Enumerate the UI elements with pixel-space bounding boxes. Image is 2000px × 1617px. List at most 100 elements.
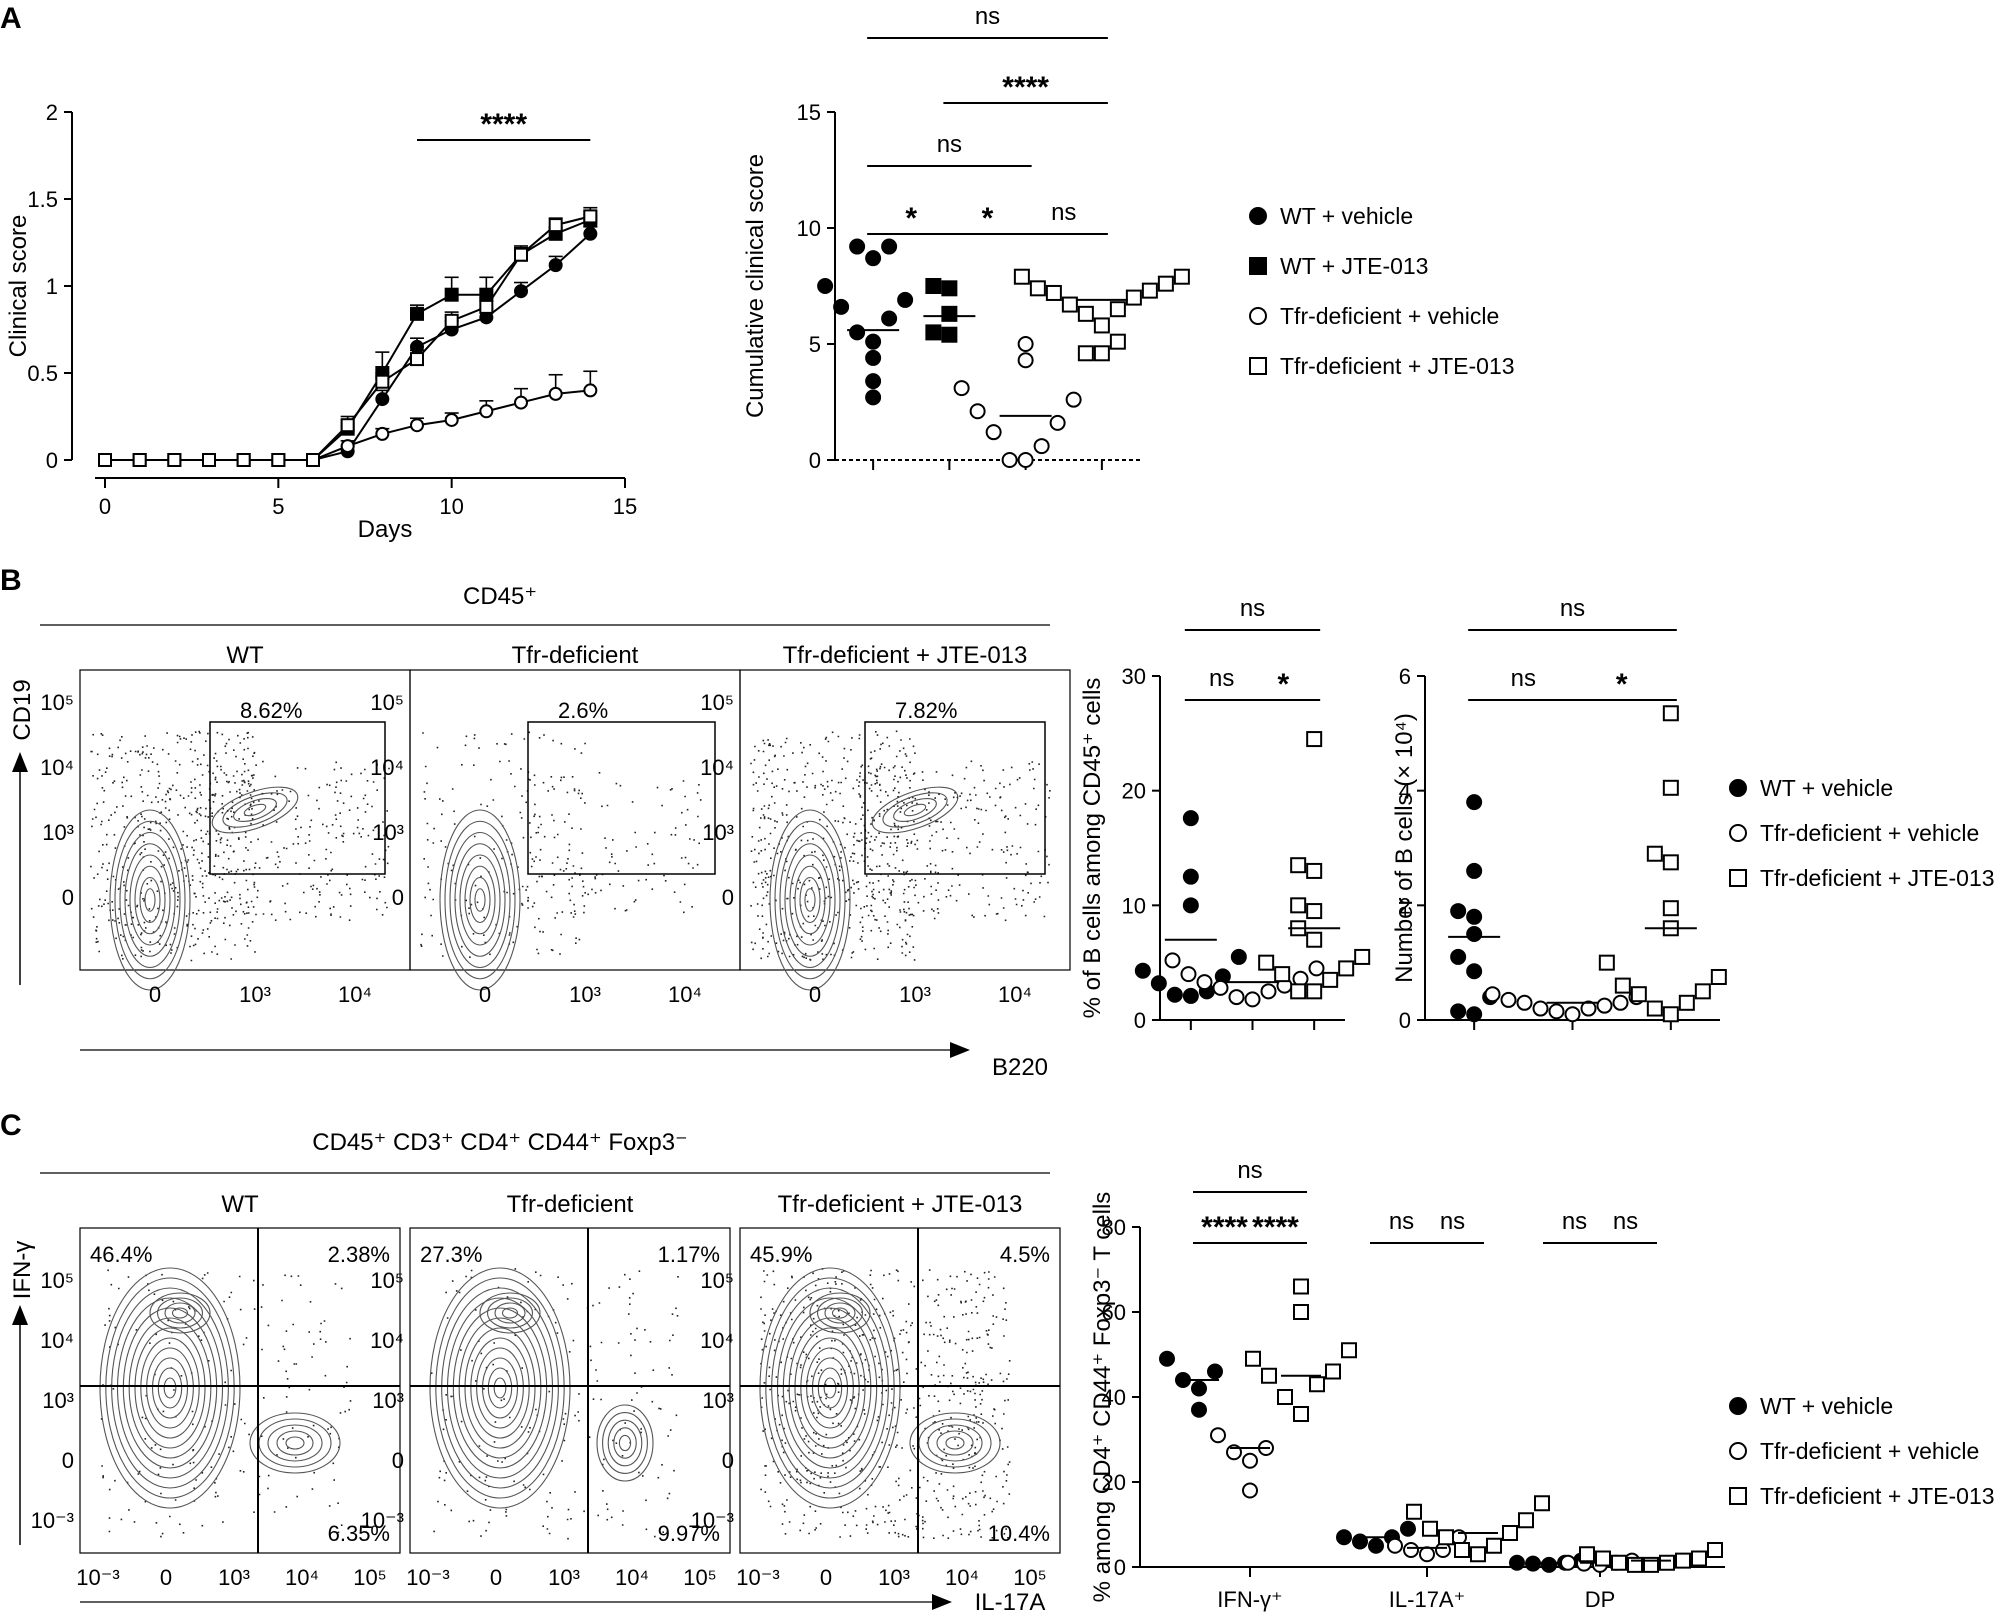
data-point: [1484, 986, 1501, 1003]
contour-line: [909, 1412, 1001, 1474]
data-point: [1093, 317, 1110, 334]
data-point: [1306, 983, 1323, 1000]
data-point: [444, 412, 459, 427]
flow-x-tick-label: 0: [160, 1565, 172, 1590]
flow-y-tick-label: 10⁻³: [691, 1508, 734, 1533]
data-point: [1180, 966, 1197, 983]
data-point: [941, 305, 958, 322]
data-point: [1466, 908, 1483, 925]
data-point: [1466, 1006, 1483, 1023]
contour-line: [452, 1307, 548, 1469]
y-axis-title: % among CD4⁺ CD44⁺ Foxp3⁻ T cells: [1089, 1192, 1116, 1603]
data-point: [1710, 969, 1727, 985]
quadrant-percent-ul: 45.9%: [750, 1242, 812, 1267]
contour-line: [759, 1267, 901, 1509]
data-point: [1230, 948, 1247, 965]
legend-marker: [1729, 1487, 1747, 1505]
contour-line: [276, 1430, 314, 1456]
flow-y-tick-label: 0: [62, 885, 74, 910]
legend-marker: [1729, 1442, 1747, 1460]
data-point: [865, 333, 882, 350]
contour-line: [782, 1307, 878, 1469]
data-point: [1612, 994, 1629, 1011]
data-point: [1466, 794, 1483, 811]
data-point: [1157, 275, 1174, 292]
flow-y-tick-label: 10⁵: [700, 690, 734, 715]
data-point: [1646, 1000, 1663, 1017]
y-tick-label: 1.5: [27, 187, 58, 212]
data-point: [375, 374, 390, 389]
x-tick-label: IFN-γ⁺: [1217, 1587, 1282, 1612]
y-tick-label: 0: [1114, 1555, 1126, 1580]
significance-label: *: [982, 202, 994, 235]
flow-cytometry-b: CD45⁺ WT 8.62% 10⁵ 10⁴ 10³ 0 0 10³ 10⁴ Tfr-deficie…: [9, 583, 1071, 1081]
flow-y-tick-label: 0: [392, 885, 404, 910]
flow-y-tick-label: 10⁻³: [31, 1508, 74, 1533]
data-point: [583, 226, 598, 241]
x-tick-label: 0: [99, 494, 111, 519]
contour-line: [128, 1317, 212, 1459]
significance-label: ns: [1051, 199, 1076, 226]
data-point: [1306, 931, 1323, 948]
contour-line: [129, 854, 171, 946]
y-tick-label: 4: [1399, 779, 1411, 804]
data-point: [375, 426, 390, 441]
data-point: [969, 403, 986, 420]
contour-line: [776, 1297, 884, 1479]
quadrant-percent-lr: 6.35%: [328, 1521, 390, 1546]
flow-y-tick-label: 10⁴: [40, 755, 74, 780]
data-point: [1210, 1427, 1226, 1444]
data-point: [865, 250, 882, 267]
contour-line: [134, 1327, 206, 1449]
data-point: [897, 291, 914, 308]
contour-line: [918, 1418, 992, 1468]
data-point: [1598, 954, 1615, 971]
significance-label: *: [1616, 668, 1628, 701]
legend-label: WT + vehicle: [1760, 775, 1893, 801]
data-point: [1258, 954, 1275, 971]
y-axis-title: Cumulative clinical score: [742, 154, 769, 418]
flow-x-tick-label: 10⁴: [338, 982, 372, 1007]
event-dots: [90, 730, 257, 962]
flow-panel-title: Tfr-deficient + JTE-013: [778, 1191, 1023, 1218]
contour-line: [602, 1412, 648, 1474]
contour-line: [479, 1292, 541, 1334]
contour-line: [831, 1307, 849, 1319]
contour-line: [459, 854, 501, 946]
y-tick-label: 1: [46, 274, 58, 299]
event-dots: [760, 1268, 1011, 1539]
contour-line: [501, 1307, 519, 1319]
x-axis-arrowhead: [932, 1594, 952, 1610]
contour-line: [794, 865, 826, 935]
legend-label: Tfr-deficient + JTE-013: [1280, 353, 1515, 379]
flow-y-tick-label: 0: [722, 1448, 734, 1473]
data-point: [1662, 705, 1679, 722]
legend-marker: [1249, 357, 1267, 375]
flow-y-tick-label: 10³: [42, 820, 74, 845]
flow-x-tick-label: 10⁻³: [736, 1565, 779, 1590]
b-cell-percent-scatter-chart: 0 10 20 30 % of B cells among CD45⁺ cells ns *…: [1079, 595, 1371, 1033]
contour-line: [122, 1307, 218, 1469]
data-point: [1662, 1006, 1679, 1023]
data-point: [865, 349, 882, 366]
flow-plot-frame: [739, 669, 1071, 971]
contour-line: [469, 876, 491, 924]
data-point: [410, 418, 424, 433]
flow-x-tick-label: 10⁵: [1013, 1565, 1047, 1590]
flow-x-tick-label: 10⁴: [945, 1565, 979, 1590]
data-point: [1595, 1550, 1611, 1567]
contour-line: [233, 798, 277, 822]
contour-line: [823, 1377, 837, 1399]
data-point: [1228, 989, 1245, 1006]
significance-label: ns: [1560, 595, 1585, 622]
data-point: [1470, 1546, 1486, 1563]
contour-line: [487, 1367, 513, 1409]
data-point: [941, 280, 958, 297]
data-point: [1516, 994, 1533, 1011]
y-tick-label: 6: [1399, 664, 1411, 689]
data-point: [1662, 854, 1679, 871]
data-point: [1077, 345, 1094, 362]
data-point: [1125, 289, 1142, 306]
flow-y-tick-label: 10³: [372, 820, 404, 845]
data-point: [1293, 1406, 1309, 1422]
